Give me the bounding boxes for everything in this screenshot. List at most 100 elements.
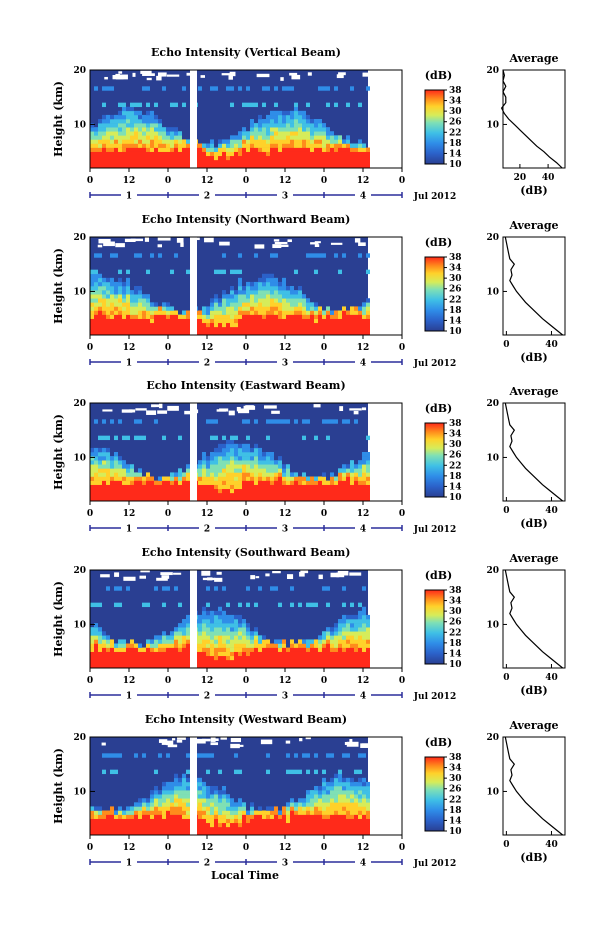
panel-title: Echo Intensity (Southward Beam) [142, 546, 351, 559]
average-x-tick-label: 0 [503, 340, 509, 350]
average-frame [502, 402, 566, 502]
y-axis-label: Height (km) [52, 414, 65, 490]
x-tick-label: 12 [201, 676, 214, 686]
average-y-tick-label: 20 [486, 233, 499, 243]
day-tick-label: 1 [126, 525, 132, 535]
average-y-tick-label: 10 [486, 120, 499, 130]
y-axis-label: Height (km) [52, 248, 65, 324]
average-frame [502, 236, 566, 336]
colorbar-tick-label: 10 [449, 827, 462, 837]
average-y-tick-label: 20 [486, 733, 499, 743]
panel-3: Echo Intensity (Eastward Beam)1020Height… [52, 379, 566, 535]
x-tick-label: 0 [165, 176, 171, 186]
colorbar-tick-label: 30 [449, 107, 462, 117]
x-tick-label: 0 [243, 843, 249, 853]
x-tick-label: 0 [243, 509, 249, 519]
average-y-tick-label: 20 [486, 66, 499, 76]
panels: Echo Intensity (Vertical Beam)1020Height… [52, 46, 566, 869]
average-x-label: (dB) [520, 684, 547, 697]
x-tick-label: 12 [123, 176, 136, 186]
colorbar-label: (dB) [425, 569, 452, 582]
y-tick-label: 10 [73, 787, 86, 797]
average-x-label: (dB) [520, 184, 547, 197]
y-tick-label: 10 [73, 453, 86, 463]
average-frame [502, 69, 566, 169]
x-tick-label: 12 [279, 843, 292, 853]
colorbar-label: (dB) [425, 236, 452, 249]
colorbar-tick-label: 30 [449, 274, 462, 284]
y-axis-label: Height (km) [52, 581, 65, 657]
average-x-label: (dB) [520, 351, 547, 364]
average-x-tick-label: 40 [545, 340, 558, 350]
x-tick-label: 0 [165, 843, 171, 853]
colorbar-tick-label: 34 [449, 764, 462, 774]
colorbar-tick-label: 14 [449, 149, 462, 159]
day-tick-label: 1 [126, 359, 132, 369]
average-x-tick-label: 40 [545, 840, 558, 850]
colorbar-tick-label: 18 [449, 472, 462, 482]
x-tick-label: 12 [201, 176, 214, 186]
average-x-tick-label: 0 [503, 840, 509, 850]
x-tick-label: 0 [243, 676, 249, 686]
colorbar-tick-label: 34 [449, 430, 462, 440]
y-tick-label: 20 [73, 399, 86, 409]
colorbar-tick-label: 22 [449, 461, 462, 471]
x-tick-label: 12 [201, 509, 214, 519]
date-label: Jul 2012 [413, 525, 456, 535]
x-tick-label: 12 [279, 509, 292, 519]
day-tick-label: 2 [204, 859, 210, 869]
panel-4: Echo Intensity (Southward Beam) 10 20 Heigh… [52, 546, 566, 702]
y-tick-label: 10 [73, 120, 86, 130]
x-tick-label: 12 [357, 343, 370, 353]
day-tick-label: 4 [360, 525, 366, 535]
colorbar-tick-label: 38 [449, 586, 462, 596]
average-y-tick-label: 20 [486, 399, 499, 409]
colorbar-tick-label: 14 [449, 649, 462, 659]
y-tick-label: 20 [73, 566, 86, 576]
panel-1: Echo Intensity (Vertical Beam)1020Height… [52, 46, 566, 202]
x-tick-label: 12 [357, 176, 370, 186]
date-label: Jul 2012 [413, 692, 456, 702]
panel-2: Echo Intensity (Northward Beam)1020Heigh… [52, 213, 566, 369]
colorbar-tick-label: 38 [449, 86, 462, 96]
x-tick-label: 0 [165, 509, 171, 519]
colorbar-tick-label: 22 [449, 295, 462, 305]
day-tick-label: 4 [360, 359, 366, 369]
average-y-tick-label: 10 [486, 787, 499, 797]
day-tick-label: 1 [126, 859, 132, 869]
y-tick-label: 20 [73, 733, 86, 743]
date-label: Jul 2012 [413, 359, 456, 369]
colorbar [424, 89, 445, 165]
colorbar [424, 422, 445, 498]
average-y-tick-label: 10 [486, 287, 499, 297]
heatmap [90, 69, 376, 169]
x-tick-label: 0 [399, 676, 405, 686]
day-tick-label: 2 [204, 192, 210, 202]
average-title: Average [508, 552, 558, 565]
average-profile-line [504, 236, 564, 336]
y-tick-label: 20 [73, 66, 86, 76]
x-tick-label: 0 [165, 676, 171, 686]
x-tick-label: 0 [243, 343, 249, 353]
x-tick-label: 12 [123, 509, 136, 519]
colorbar-tick-label: 14 [449, 816, 462, 826]
colorbar-tick-label: 26 [449, 618, 462, 628]
x-tick-label: 12 [123, 676, 136, 686]
day-tick-label: 3 [282, 192, 288, 202]
x-tick-label: 0 [165, 343, 171, 353]
x-tick-label: 12 [123, 343, 136, 353]
colorbar [424, 589, 445, 665]
x-tick-label: 12 [279, 176, 292, 186]
x-tick-label: 0 [321, 676, 327, 686]
heatmap [90, 736, 371, 836]
y-tick-label: 10 [73, 620, 86, 630]
colorbar-tick-label: 30 [449, 607, 462, 617]
average-y-tick-label: 20 [486, 566, 499, 576]
day-tick-label: 1 [126, 192, 132, 202]
day-tick-label: 4 [360, 859, 366, 869]
average-frame [502, 569, 566, 669]
colorbar [424, 256, 445, 332]
day-tick-label: 3 [282, 525, 288, 535]
day-tick-label: 4 [360, 192, 366, 202]
colorbar-tick-label: 26 [449, 451, 462, 461]
